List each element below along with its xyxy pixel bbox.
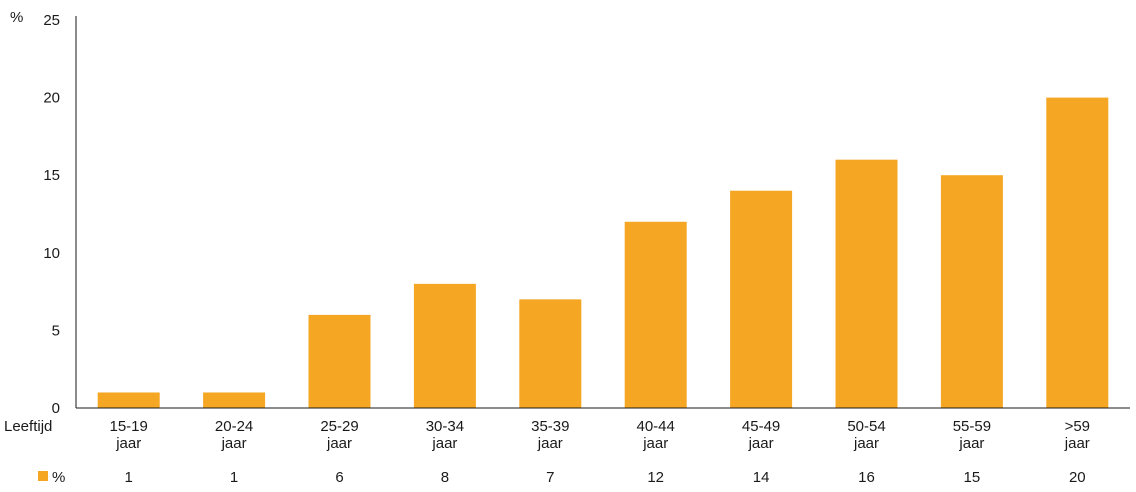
bar xyxy=(1046,97,1109,408)
y-tick-label: 25 xyxy=(43,12,60,29)
bar xyxy=(940,175,1003,408)
bar xyxy=(835,159,898,408)
x-tick-label: jaar xyxy=(537,435,563,452)
data-table-value: 16 xyxy=(858,469,875,486)
bar xyxy=(97,392,160,408)
bar xyxy=(519,299,582,408)
x-tick-label: jaar xyxy=(853,435,879,452)
x-tick-label: jaar xyxy=(221,435,247,452)
bar xyxy=(413,283,476,408)
x-tick-label: 35-39 xyxy=(531,418,569,435)
bar xyxy=(308,314,371,408)
data-table-value: 8 xyxy=(441,469,449,486)
y-axis-ticks: 0 5 10 15 20 25 xyxy=(43,12,60,417)
x-tick-label: jaar xyxy=(958,435,984,452)
data-table-value: 1 xyxy=(230,469,238,486)
x-tick-label: jaar xyxy=(431,435,457,452)
data-table-row: 1 1 6 8 7 12 14 16 15 20 xyxy=(125,469,1086,486)
x-tick-label: 45-49 xyxy=(742,418,780,435)
y-tick-label: 0 xyxy=(52,400,60,417)
data-table-value: 1 xyxy=(125,469,133,486)
data-table-value: 15 xyxy=(964,469,981,486)
legend-swatch xyxy=(38,471,48,481)
x-tick-label: jaar xyxy=(1064,435,1090,452)
x-axis-labels: 15-19jaar20-24jaar25-29jaar30-34jaar35-3… xyxy=(110,418,1091,452)
x-tick-label: 55-59 xyxy=(953,418,991,435)
y-tick-label: 10 xyxy=(43,245,60,262)
bar xyxy=(730,190,793,408)
data-table-value: 6 xyxy=(335,469,343,486)
y-tick-label: 5 xyxy=(52,322,60,339)
y-tick-label: 20 xyxy=(43,90,60,107)
x-tick-label: 50-54 xyxy=(847,418,885,435)
y-axis-label: % xyxy=(10,9,23,26)
x-tick-label: 15-19 xyxy=(110,418,148,435)
x-tick-label: 40-44 xyxy=(637,418,675,435)
x-tick-label: jaar xyxy=(326,435,352,452)
bars xyxy=(97,97,1109,408)
x-tick-label: 25-29 xyxy=(320,418,358,435)
x-tick-label: jaar xyxy=(748,435,774,452)
x-tick-label: 30-34 xyxy=(426,418,464,435)
data-table-value: 7 xyxy=(546,469,554,486)
data-table-value: 20 xyxy=(1069,469,1086,486)
y-tick-label: 15 xyxy=(43,167,60,184)
x-tick-label: 20-24 xyxy=(215,418,253,435)
x-axis-title: Leeftijd xyxy=(4,418,52,435)
data-table-value: 12 xyxy=(647,469,664,486)
bar xyxy=(624,221,687,408)
x-tick-label: jaar xyxy=(115,435,141,452)
x-tick-label: jaar xyxy=(642,435,668,452)
legend-label: % xyxy=(52,469,65,486)
data-table-value: 14 xyxy=(753,469,770,486)
x-tick-label: >59 xyxy=(1065,418,1090,435)
bar xyxy=(203,392,266,408)
